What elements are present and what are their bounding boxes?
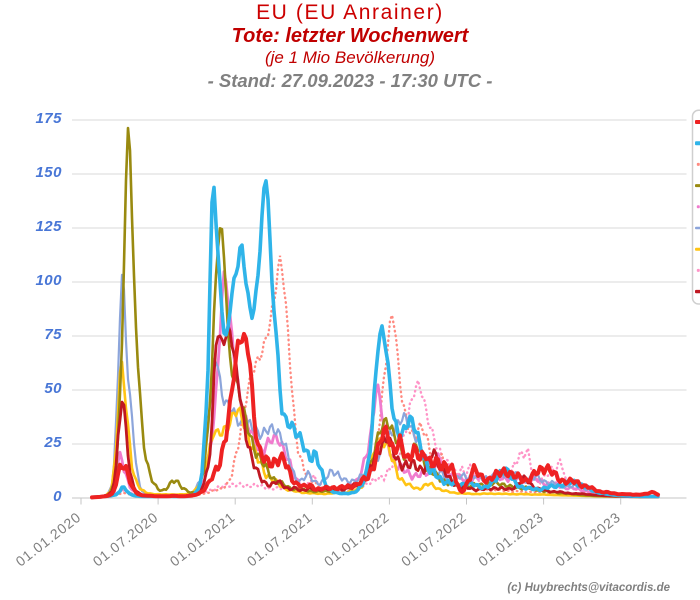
svg-text:75: 75 <box>44 326 62 343</box>
svg-text:0: 0 <box>53 488 62 505</box>
svg-text:100: 100 <box>35 272 62 289</box>
svg-text:175: 175 <box>35 110 62 127</box>
svg-text:01.01.2023: 01.01.2023 <box>475 509 546 570</box>
svg-text:01.07.2022: 01.07.2022 <box>398 509 469 570</box>
svg-text:01.07.2020: 01.07.2020 <box>90 509 161 570</box>
svg-text:01.01.2020: 01.01.2020 <box>12 509 83 570</box>
svg-text:01.01.2021: 01.01.2021 <box>167 509 238 570</box>
svg-text:50: 50 <box>44 380 62 397</box>
svg-text:01.07.2023: 01.07.2023 <box>552 509 623 570</box>
svg-text:25: 25 <box>43 434 62 451</box>
svg-text:125: 125 <box>35 218 62 235</box>
svg-text:01.07.2021: 01.07.2021 <box>244 509 315 570</box>
svg-text:01.01.2022: 01.01.2022 <box>321 509 392 570</box>
svg-text:150: 150 <box>35 164 62 181</box>
